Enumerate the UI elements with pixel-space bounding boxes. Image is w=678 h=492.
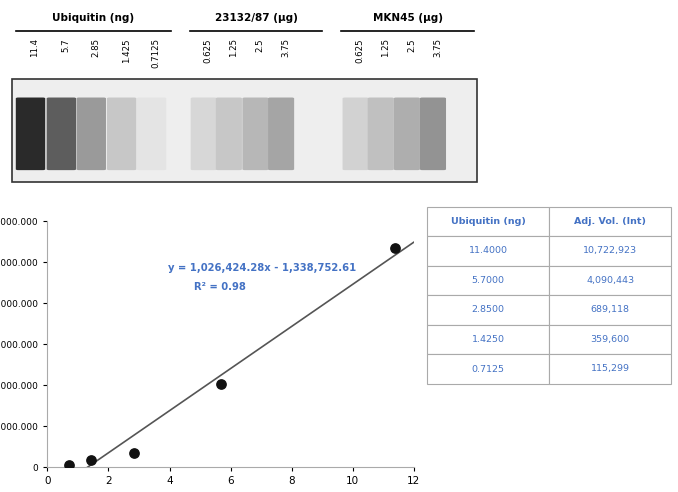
Point	[390, 244, 401, 251]
Point	[216, 380, 226, 388]
Text: 2.85: 2.85	[92, 38, 100, 57]
Bar	[427, 295, 549, 325]
Text: 1.25: 1.25	[229, 38, 238, 57]
Point	[64, 461, 75, 469]
Text: 3.75: 3.75	[281, 38, 290, 57]
Text: 1.25: 1.25	[381, 38, 390, 57]
Text: 5.7: 5.7	[62, 38, 71, 52]
Text: Ubiquitin (ng): Ubiquitin (ng)	[52, 13, 134, 24]
Bar	[427, 325, 549, 354]
Bar	[549, 207, 671, 236]
FancyBboxPatch shape	[394, 97, 420, 170]
FancyBboxPatch shape	[420, 97, 446, 170]
FancyBboxPatch shape	[191, 97, 217, 170]
FancyBboxPatch shape	[367, 97, 394, 170]
Text: 1.4250: 1.4250	[472, 335, 504, 344]
Bar	[427, 236, 549, 266]
Text: 23132/87 (μg): 23132/87 (μg)	[214, 13, 298, 24]
FancyBboxPatch shape	[216, 97, 242, 170]
Bar	[427, 207, 549, 236]
Text: 689,118: 689,118	[591, 306, 630, 314]
Bar	[427, 354, 549, 384]
FancyBboxPatch shape	[268, 97, 294, 170]
Text: MKN45 (μg): MKN45 (μg)	[373, 13, 443, 24]
Bar	[12, 79, 477, 182]
Text: 11.4: 11.4	[31, 38, 39, 57]
Text: 3.75: 3.75	[433, 38, 442, 57]
Text: 10,722,923: 10,722,923	[583, 246, 637, 255]
Bar	[549, 325, 671, 354]
FancyBboxPatch shape	[16, 97, 45, 170]
Text: 2.8500: 2.8500	[472, 306, 504, 314]
Text: y = 1,026,424.28x - 1,338,752.61: y = 1,026,424.28x - 1,338,752.61	[168, 263, 357, 273]
Text: 2.5: 2.5	[407, 38, 416, 52]
Text: 0.7125: 0.7125	[152, 38, 161, 68]
Bar	[549, 236, 671, 266]
Point	[129, 449, 140, 457]
Text: 5.7000: 5.7000	[472, 276, 504, 285]
FancyBboxPatch shape	[47, 97, 76, 170]
Bar	[427, 266, 549, 295]
Text: 11.4000: 11.4000	[468, 246, 508, 255]
Text: 0.625: 0.625	[355, 38, 365, 63]
Text: 0.7125: 0.7125	[472, 365, 504, 373]
FancyBboxPatch shape	[243, 97, 268, 170]
FancyBboxPatch shape	[107, 97, 136, 170]
Text: 115,299: 115,299	[591, 365, 630, 373]
Text: 1.425: 1.425	[121, 38, 131, 63]
Text: 2.5: 2.5	[256, 38, 264, 52]
Point	[85, 456, 96, 464]
Bar	[549, 354, 671, 384]
Bar	[549, 266, 671, 295]
Text: 359,600: 359,600	[591, 335, 630, 344]
Text: Ubiquitin (ng): Ubiquitin (ng)	[451, 217, 525, 226]
Text: Adj. Vol. (Int): Adj. Vol. (Int)	[574, 217, 646, 226]
Text: R² = 0.98: R² = 0.98	[194, 282, 246, 292]
Text: 0.625: 0.625	[203, 38, 213, 63]
FancyBboxPatch shape	[137, 97, 166, 170]
FancyBboxPatch shape	[342, 97, 369, 170]
Text: 4,090,443: 4,090,443	[586, 276, 634, 285]
FancyBboxPatch shape	[77, 97, 106, 170]
Bar	[549, 295, 671, 325]
